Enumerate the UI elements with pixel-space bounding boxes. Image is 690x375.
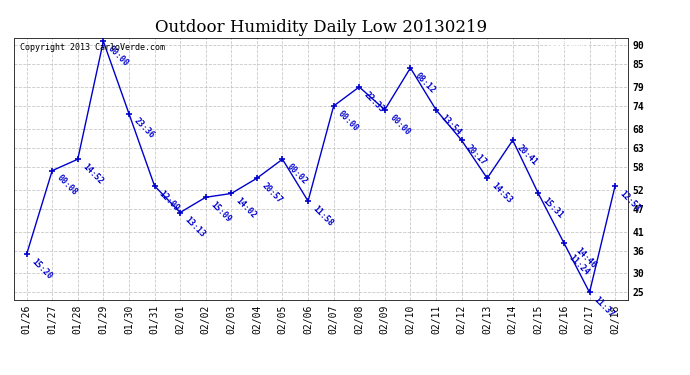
Text: 14:46
11:24: 14:46 11:24	[566, 246, 598, 277]
Text: 12:09: 12:09	[157, 189, 181, 213]
Text: 22:33: 22:33	[362, 90, 386, 114]
Text: 11:58: 11:58	[310, 204, 335, 228]
Text: 00:00: 00:00	[106, 44, 130, 68]
Text: 15:31: 15:31	[541, 196, 565, 220]
Text: 15:09: 15:09	[208, 200, 233, 224]
Text: 00:00: 00:00	[388, 112, 412, 136]
Text: 00:02: 00:02	[285, 162, 309, 186]
Text: 20:17: 20:17	[464, 143, 489, 167]
Text: 15:20: 15:20	[30, 257, 53, 281]
Text: 20:41: 20:41	[515, 143, 540, 167]
Text: 23:36: 23:36	[132, 116, 156, 140]
Text: 00:00: 00:00	[337, 109, 360, 133]
Text: 14:53: 14:53	[490, 181, 514, 205]
Text: 12:53: 12:53	[618, 189, 642, 213]
Text: 13:54: 13:54	[439, 112, 463, 136]
Text: Copyright 2013 CarloVerde.com: Copyright 2013 CarloVerde.com	[20, 43, 165, 52]
Text: 14:52: 14:52	[81, 162, 105, 186]
Text: 00:08: 00:08	[55, 173, 79, 198]
Title: Outdoor Humidity Daily Low 20130219: Outdoor Humidity Daily Low 20130219	[155, 19, 487, 36]
Text: 11:37: 11:37	[592, 295, 616, 319]
Text: 13:13: 13:13	[183, 215, 207, 239]
Text: 20:57: 20:57	[259, 181, 284, 205]
Text: 08:12: 08:12	[413, 71, 437, 95]
Text: 14:02: 14:02	[234, 196, 258, 220]
